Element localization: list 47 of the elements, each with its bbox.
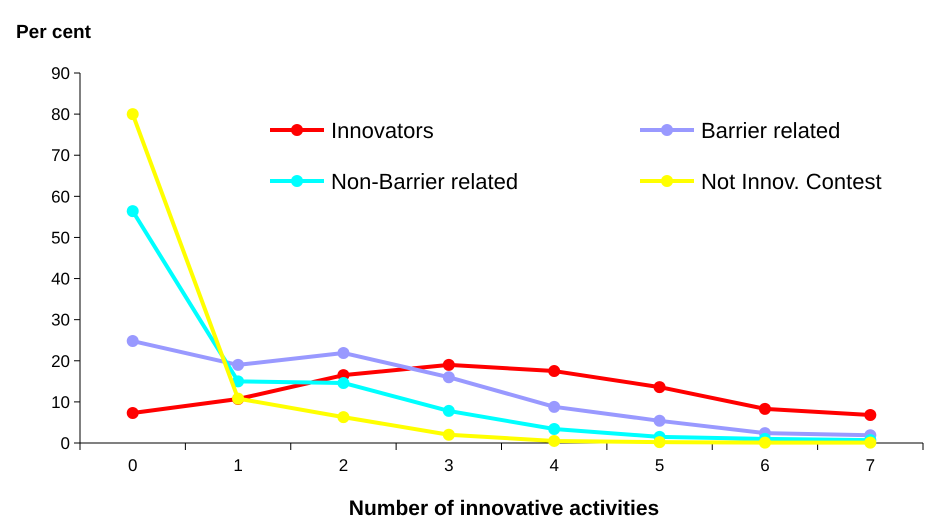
- point: [126, 335, 139, 348]
- x-tick-label: 6: [760, 456, 770, 475]
- point: [654, 381, 666, 394]
- point: [548, 434, 560, 447]
- point: [442, 358, 455, 371]
- point: [126, 108, 139, 120]
- point: [126, 205, 139, 218]
- point: [337, 346, 350, 359]
- x-tick-label: 0: [128, 456, 138, 475]
- y-tick-label: 40: [51, 270, 70, 289]
- point: [232, 358, 244, 371]
- x-tick-label: 4: [549, 456, 559, 475]
- point: [548, 423, 560, 436]
- point: [758, 402, 771, 415]
- legend-label: Barrier related: [701, 118, 840, 143]
- x-tick-label: 5: [654, 456, 664, 475]
- point: [864, 409, 876, 422]
- point: [442, 371, 455, 384]
- x-tick-label: 3: [444, 456, 454, 475]
- y-tick-label: 70: [51, 146, 70, 166]
- legend-label: Innovators: [331, 118, 434, 143]
- x-tick-label: 2: [338, 456, 348, 475]
- point: [337, 411, 350, 424]
- point: [758, 436, 771, 449]
- point: [548, 365, 560, 378]
- y-tick-label: 0: [60, 434, 70, 453]
- y-tick-label: 20: [51, 352, 70, 371]
- y-tick-label: 60: [51, 187, 70, 206]
- legend-label: Non-Barrier related: [331, 169, 518, 194]
- point: [548, 400, 560, 413]
- y-tick-label: 90: [51, 64, 70, 83]
- y-tick-label: 50: [51, 228, 70, 248]
- x-tick-label: 7: [866, 456, 876, 475]
- y-tick-label: 30: [51, 310, 70, 330]
- point: [337, 376, 350, 389]
- point: [654, 414, 666, 427]
- point: [442, 428, 455, 441]
- point: [864, 436, 876, 449]
- legend-label: Not Innov. Contest: [701, 169, 882, 194]
- y-axis-title: Per cent: [16, 22, 92, 43]
- point: [126, 406, 139, 419]
- x-axis-title: Number of innovative activities: [348, 497, 660, 520]
- point: [654, 436, 666, 448]
- y-tick-label: 80: [51, 105, 70, 124]
- x-tick-label: 1: [233, 456, 243, 475]
- y-tick-label: 10: [51, 392, 70, 412]
- point: [442, 404, 455, 417]
